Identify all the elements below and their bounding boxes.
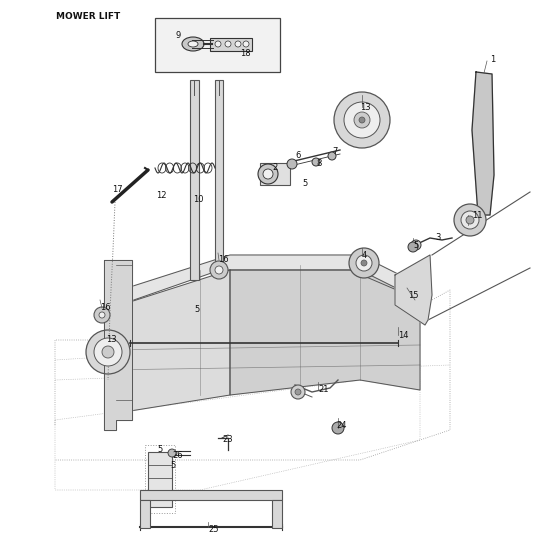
Text: 26: 26 bbox=[172, 450, 183, 460]
Circle shape bbox=[258, 164, 278, 184]
Text: 1: 1 bbox=[490, 55, 495, 64]
Bar bbox=[145, 445, 175, 513]
Text: 15: 15 bbox=[408, 291, 418, 300]
Text: 3: 3 bbox=[435, 234, 440, 242]
Circle shape bbox=[328, 152, 336, 160]
Circle shape bbox=[411, 240, 421, 250]
Ellipse shape bbox=[188, 41, 198, 47]
Text: 24: 24 bbox=[336, 421, 347, 430]
Circle shape bbox=[344, 102, 380, 138]
Text: 11: 11 bbox=[472, 211, 483, 220]
Circle shape bbox=[263, 169, 273, 179]
Text: 5: 5 bbox=[170, 460, 175, 469]
Circle shape bbox=[295, 389, 301, 395]
Ellipse shape bbox=[171, 68, 179, 72]
Circle shape bbox=[349, 248, 379, 278]
Polygon shape bbox=[105, 270, 230, 415]
Text: 13: 13 bbox=[106, 335, 116, 344]
Circle shape bbox=[461, 211, 479, 229]
Circle shape bbox=[215, 266, 223, 274]
Text: 4: 4 bbox=[362, 251, 367, 260]
Bar bbox=[260, 163, 290, 185]
Bar bbox=[140, 490, 282, 500]
Circle shape bbox=[334, 92, 390, 148]
Text: 16: 16 bbox=[218, 255, 228, 264]
Bar bbox=[155, 18, 280, 72]
Circle shape bbox=[354, 112, 370, 128]
Circle shape bbox=[291, 385, 305, 399]
Bar bbox=[215, 80, 223, 270]
Text: 5: 5 bbox=[302, 179, 307, 188]
Text: 23: 23 bbox=[222, 436, 232, 445]
Ellipse shape bbox=[182, 37, 204, 51]
Circle shape bbox=[235, 41, 241, 47]
Bar bbox=[190, 80, 199, 280]
Circle shape bbox=[210, 261, 228, 279]
Circle shape bbox=[225, 41, 231, 47]
Text: 7: 7 bbox=[332, 147, 337, 156]
Circle shape bbox=[94, 307, 110, 323]
Bar bbox=[210, 38, 252, 51]
Text: 2: 2 bbox=[272, 164, 277, 172]
Text: 5: 5 bbox=[194, 306, 199, 315]
Circle shape bbox=[287, 159, 297, 169]
Text: 5: 5 bbox=[157, 446, 162, 455]
Text: 21: 21 bbox=[318, 385, 329, 394]
Text: 14: 14 bbox=[398, 330, 408, 339]
Circle shape bbox=[86, 330, 130, 374]
Circle shape bbox=[356, 255, 372, 271]
Circle shape bbox=[243, 41, 249, 47]
Circle shape bbox=[168, 449, 176, 457]
Polygon shape bbox=[472, 72, 494, 215]
Polygon shape bbox=[230, 270, 420, 395]
Circle shape bbox=[215, 41, 221, 47]
Text: 12: 12 bbox=[156, 192, 166, 200]
Text: 6: 6 bbox=[295, 152, 300, 161]
Polygon shape bbox=[104, 260, 132, 430]
Bar bbox=[140, 500, 150, 528]
Bar bbox=[148, 452, 172, 507]
Text: 5: 5 bbox=[413, 241, 418, 250]
Polygon shape bbox=[105, 255, 420, 310]
Polygon shape bbox=[395, 255, 432, 325]
Text: 25: 25 bbox=[208, 525, 218, 534]
Circle shape bbox=[99, 312, 105, 318]
Circle shape bbox=[102, 346, 114, 358]
Text: 18: 18 bbox=[240, 49, 251, 58]
Text: 17: 17 bbox=[112, 185, 123, 194]
Text: 9: 9 bbox=[175, 30, 180, 40]
Text: MOWER LIFT: MOWER LIFT bbox=[56, 12, 120, 21]
Text: 8: 8 bbox=[316, 158, 321, 167]
Circle shape bbox=[94, 338, 122, 366]
Circle shape bbox=[359, 117, 365, 123]
Bar bbox=[272, 500, 282, 528]
Circle shape bbox=[466, 216, 474, 224]
Circle shape bbox=[408, 242, 418, 252]
Text: 13: 13 bbox=[360, 102, 371, 111]
Text: 16: 16 bbox=[100, 302, 111, 311]
Circle shape bbox=[361, 260, 367, 266]
Circle shape bbox=[454, 204, 486, 236]
Circle shape bbox=[332, 422, 344, 434]
Text: 10: 10 bbox=[193, 194, 203, 203]
Circle shape bbox=[312, 158, 320, 166]
